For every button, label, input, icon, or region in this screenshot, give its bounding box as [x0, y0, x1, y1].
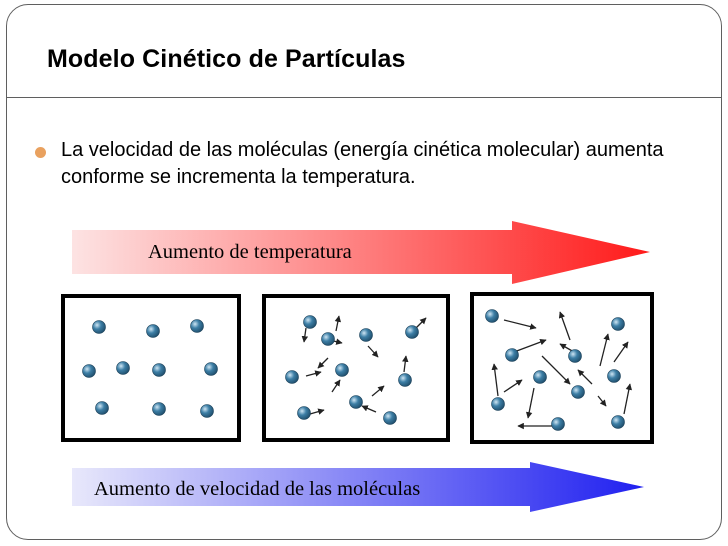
motion-arrow	[491, 363, 499, 397]
particles	[485, 309, 625, 431]
motion-arrow	[309, 408, 325, 415]
motion-arrows	[491, 311, 633, 430]
slide-header: Modelo Cinético de Partículas	[7, 5, 721, 98]
particle	[285, 370, 299, 384]
motion-arrow	[367, 345, 379, 358]
motion-arrow	[525, 387, 535, 419]
bullet-text: La velocidad de las moléculas (energía c…	[61, 139, 664, 188]
motion-arrow	[361, 405, 377, 413]
particle	[335, 363, 349, 377]
particle	[611, 317, 625, 331]
motion-arrow	[541, 355, 571, 385]
motion-arrow	[623, 383, 633, 415]
particle	[611, 415, 625, 429]
particle	[204, 362, 218, 376]
particle	[321, 332, 335, 346]
medium-temperature-box	[262, 294, 450, 442]
bullet-marker	[35, 147, 46, 158]
particles	[82, 319, 218, 418]
motion-arrow	[558, 311, 571, 341]
particle	[146, 324, 160, 338]
motion-arrow	[334, 315, 342, 332]
particle	[152, 402, 166, 416]
particle	[303, 315, 317, 329]
slide-title: Modelo Cinético de Partículas	[47, 45, 406, 73]
particle	[398, 373, 412, 387]
motion-arrow	[305, 370, 322, 377]
slide: Modelo Cinético de Partículas La velocid…	[6, 4, 722, 540]
particle	[568, 349, 582, 363]
particle	[491, 397, 505, 411]
motion-arrow	[577, 369, 593, 385]
particle	[359, 328, 373, 342]
motion-arrow	[317, 357, 329, 369]
motion-arrow	[599, 333, 610, 367]
motion-arrow	[371, 385, 385, 397]
motion-arrow	[613, 341, 629, 363]
particle	[551, 417, 565, 431]
particle	[82, 364, 96, 378]
high-temperature-box	[470, 292, 654, 444]
motion-arrow	[301, 327, 309, 343]
motion-arrow	[597, 395, 607, 407]
motion-arrow	[402, 355, 409, 373]
particle	[485, 309, 499, 323]
low-temperature-box	[61, 294, 241, 442]
particle	[383, 411, 397, 425]
particle	[405, 325, 419, 339]
motion-arrow	[513, 339, 547, 353]
particle	[349, 395, 363, 409]
motion-arrow	[331, 379, 341, 393]
motion-arrow	[415, 317, 427, 329]
particle	[92, 320, 106, 334]
particle	[297, 406, 311, 420]
particle	[95, 401, 109, 415]
particle	[200, 404, 214, 418]
particle	[116, 361, 130, 375]
particle	[152, 363, 166, 377]
motion-arrow	[503, 319, 537, 330]
velocity-arrow-label: Aumento de velocidad de las moléculas	[94, 478, 421, 500]
particle	[607, 369, 621, 383]
particle	[533, 370, 547, 384]
temperature-arrow-label: Aumento de temperatura	[148, 241, 352, 263]
particles	[285, 315, 419, 425]
particle	[505, 348, 519, 362]
particle	[190, 319, 204, 333]
particle	[571, 385, 585, 399]
motion-arrow	[503, 379, 523, 393]
